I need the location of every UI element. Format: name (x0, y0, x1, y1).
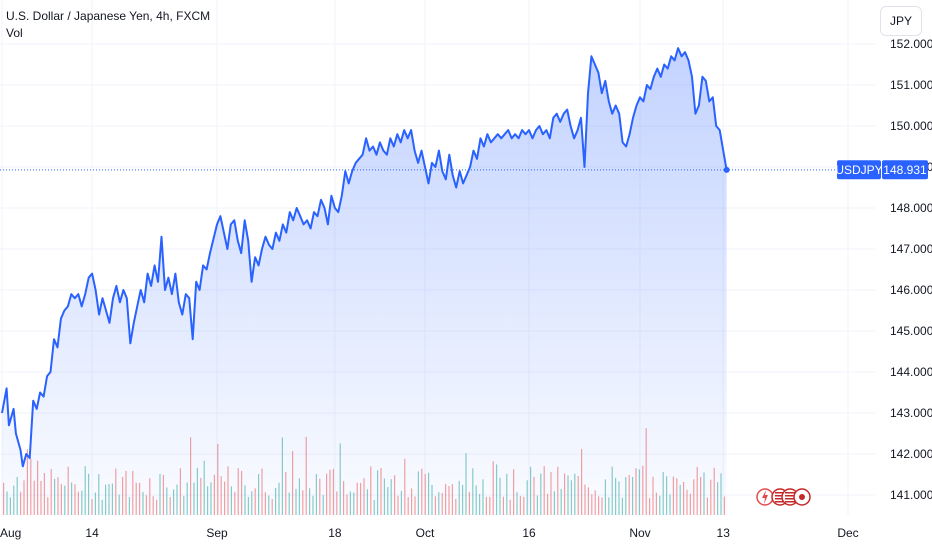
flag-stripe (775, 501, 785, 503)
price-tick-label: 146.000 (890, 283, 932, 297)
price-tick-label: 145.000 (890, 324, 932, 338)
event-markers[interactable] (756, 488, 811, 506)
flag-stripe (775, 498, 785, 500)
event-dot (799, 494, 805, 500)
price-badge-bg (882, 160, 928, 180)
price-badge: 148.931 (883, 163, 927, 177)
flag-stripe (775, 495, 785, 497)
flag-stripe (785, 492, 795, 494)
chart-title[interactable]: U.S. Dollar / Japanese Yen, 4h, FXCM (6, 9, 211, 23)
flag-stripe (785, 501, 795, 503)
lightning-icon[interactable] (756, 488, 774, 506)
price-tick-label: 152.000 (890, 37, 932, 51)
flag-stripe (785, 495, 795, 497)
event-dot-icon[interactable] (793, 488, 811, 506)
last-price-badge: USDJPY 148.931 (835, 160, 928, 180)
time-tick-label: 18 (328, 526, 342, 540)
currency-button[interactable]: JPY (880, 6, 922, 36)
time-tick-label: Dec (837, 526, 858, 540)
time-tick-label: 16 (522, 526, 536, 540)
flag-stripe (775, 492, 785, 494)
time-tick-label: 13 (717, 526, 731, 540)
time-tick-label: Sep (206, 526, 228, 540)
symbol-badge-bg (837, 160, 881, 180)
lightning-glyph (762, 490, 768, 504)
volume-label[interactable]: Vol (6, 26, 23, 40)
time-tick-label: 14 (85, 526, 99, 540)
chart-legend: U.S. Dollar / Japanese Yen, 4h, FXCM Vol (6, 8, 210, 42)
price-area-fill (2, 48, 727, 515)
symbol-badge: USDJPY (835, 163, 882, 177)
price-line (1, 47, 728, 468)
price-tick-label: 150.000 (890, 119, 932, 133)
price-tick-label: 141.000 (890, 488, 932, 502)
price-tick-label: 147.000 (890, 242, 932, 256)
time-tick-label: Aug (0, 526, 21, 540)
flag-stripe (785, 498, 795, 500)
price-tick-label: 144.000 (890, 365, 932, 379)
price-tick-label: 148.000 (890, 201, 932, 215)
price-tick-label: 143.000 (890, 406, 932, 420)
time-tick-label: Nov (629, 526, 650, 540)
time-axis[interactable]: Aug 14 Sep 18 Oct 16 Nov 13 Dec (0, 526, 859, 540)
price-tick-label: 142.000 (890, 447, 932, 461)
price-area (1, 47, 730, 515)
time-tick-label: Oct (416, 526, 435, 540)
price-axis[interactable]: 152.000151.000150.000149.000148.000147.0… (890, 37, 932, 502)
price-tick-label: 151.000 (890, 78, 932, 92)
